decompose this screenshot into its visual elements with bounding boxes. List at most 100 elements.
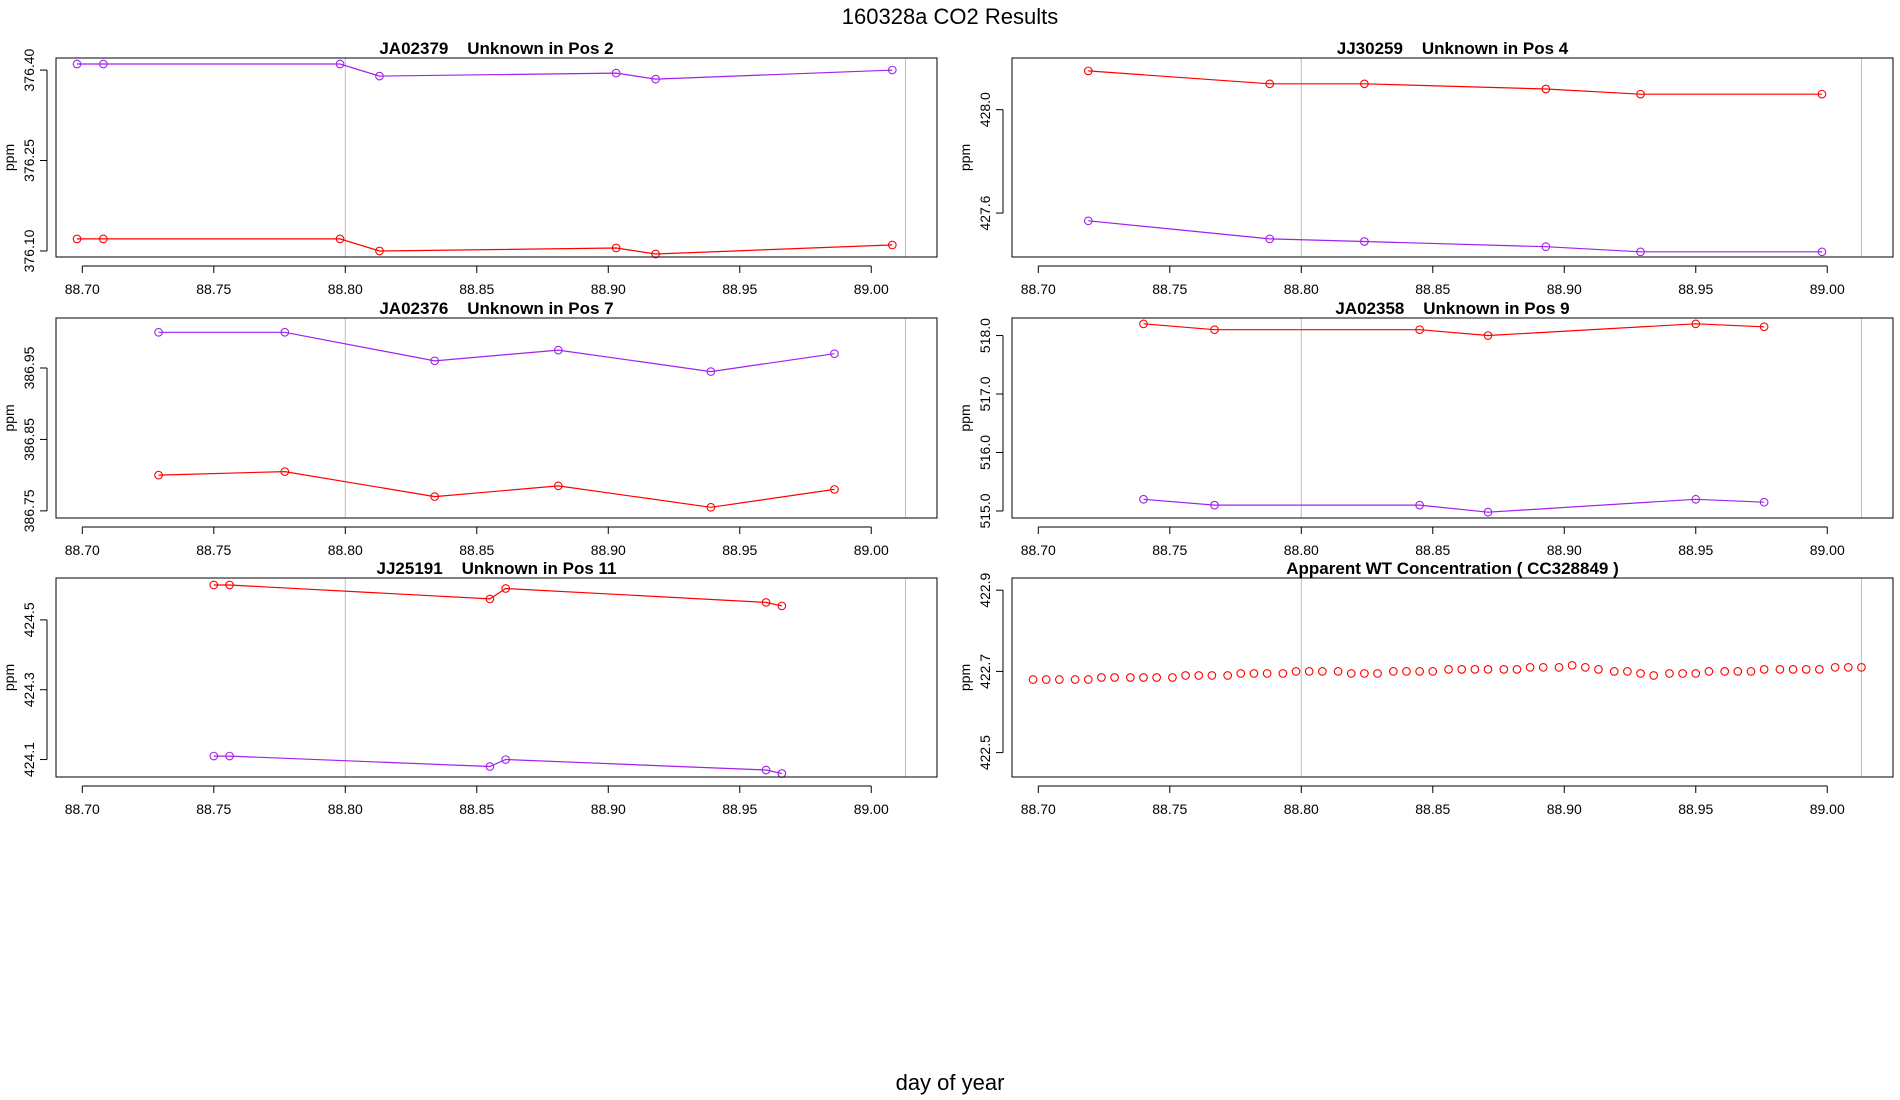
data-point bbox=[1788, 665, 1798, 674]
data-point bbox=[1083, 675, 1093, 684]
data-point bbox=[1512, 665, 1522, 674]
y-tick-label: 422.7 bbox=[977, 654, 993, 689]
y-axis-label: ppm bbox=[957, 144, 973, 171]
figure-title: 160328a CO2 Results bbox=[841, 4, 1059, 29]
data-point bbox=[1415, 667, 1424, 676]
data-point bbox=[1210, 500, 1219, 510]
x-tick-label: 88.90 bbox=[1547, 542, 1582, 558]
x-tick-label: 88.75 bbox=[196, 801, 231, 817]
data-point bbox=[501, 755, 511, 764]
x-tick-label: 88.95 bbox=[722, 281, 757, 297]
data-point bbox=[887, 240, 897, 250]
data-point bbox=[1041, 675, 1051, 684]
x-tick-label: 88.70 bbox=[65, 281, 100, 297]
panel-title: Apparent WT Concentration ( CC328849 ) bbox=[1286, 559, 1619, 578]
data-point bbox=[280, 327, 290, 337]
x-tick-label: 88.75 bbox=[1152, 801, 1187, 817]
data-point bbox=[72, 234, 82, 244]
data-point bbox=[830, 349, 839, 359]
data-point bbox=[280, 467, 290, 476]
x-tick-label: 88.70 bbox=[65, 542, 100, 558]
data-point bbox=[1636, 669, 1645, 678]
series-line-purple bbox=[213, 755, 782, 775]
data-point bbox=[98, 234, 108, 244]
x-tick-label: 88.90 bbox=[1547, 801, 1582, 817]
data-point bbox=[1388, 667, 1398, 676]
y-tick-label: 424.5 bbox=[21, 602, 37, 637]
data-point bbox=[375, 246, 384, 256]
x-tick-label: 88.85 bbox=[1415, 542, 1450, 558]
y-axis-label: ppm bbox=[957, 404, 973, 431]
data-point bbox=[225, 580, 234, 590]
data-point bbox=[1636, 89, 1645, 99]
data-point bbox=[1691, 319, 1701, 329]
data-point bbox=[1801, 665, 1811, 674]
series-line-purple bbox=[77, 63, 893, 80]
plot-frame bbox=[1011, 317, 1894, 519]
data-point bbox=[72, 59, 82, 69]
data-point bbox=[209, 751, 219, 761]
x-tick-label: 88.90 bbox=[591, 542, 626, 558]
y-tick-label: 422.9 bbox=[977, 572, 993, 607]
x-tick-label: 88.80 bbox=[1284, 542, 1319, 558]
y-axis-label: ppm bbox=[957, 664, 973, 691]
x-tick-label: 88.90 bbox=[1547, 281, 1582, 297]
data-point bbox=[1181, 671, 1190, 680]
data-point bbox=[1541, 242, 1551, 252]
plot-frame bbox=[55, 577, 938, 778]
data-point bbox=[1554, 662, 1564, 672]
y-tick-label: 515.0 bbox=[977, 493, 993, 528]
data-point bbox=[1210, 325, 1219, 335]
data-point bbox=[1139, 673, 1148, 682]
data-point bbox=[430, 492, 440, 501]
data-point bbox=[1415, 500, 1424, 510]
y-tick-label: 428.0 bbox=[977, 92, 993, 127]
data-point bbox=[1028, 675, 1038, 684]
data-point bbox=[1168, 673, 1177, 682]
x-tick-label: 88.95 bbox=[1678, 542, 1713, 558]
y-tick-label: 386.75 bbox=[21, 489, 37, 532]
plot-frame bbox=[1011, 577, 1894, 778]
data-point bbox=[1567, 660, 1577, 670]
panel-title: JA02376 Unknown in Pos 7 bbox=[379, 299, 613, 318]
data-point bbox=[1759, 322, 1769, 332]
data-point bbox=[1097, 673, 1106, 682]
data-point bbox=[651, 249, 660, 259]
chart-panel-5: 88.70 88.75 88.80 88.85 88.90 88.95 89.00 424.1… bbox=[1, 559, 938, 817]
y-tick-label: 376.40 bbox=[21, 48, 37, 91]
data-point bbox=[1402, 667, 1411, 676]
x-tick-label: 88.95 bbox=[722, 542, 757, 558]
data-point bbox=[1083, 216, 1093, 226]
data-point bbox=[1265, 234, 1275, 244]
data-point bbox=[611, 68, 621, 78]
data-point bbox=[1346, 669, 1356, 678]
panel-title: JA02379 Unknown in Pos 2 bbox=[379, 39, 613, 58]
plot-frame bbox=[1011, 57, 1894, 258]
figure-xlabel: day of year bbox=[895, 1070, 1005, 1095]
x-tick-label: 88.90 bbox=[591, 801, 626, 817]
series-line-purple bbox=[1088, 220, 1822, 253]
data-point bbox=[1360, 79, 1369, 89]
series-line-red bbox=[213, 584, 782, 607]
x-tick-label: 89.00 bbox=[1810, 281, 1845, 297]
data-point bbox=[1249, 669, 1259, 678]
data-point bbox=[1415, 325, 1424, 335]
data-point bbox=[1759, 497, 1769, 507]
x-tick-label: 88.90 bbox=[591, 281, 626, 297]
x-tick-label: 88.85 bbox=[1415, 281, 1450, 297]
data-point bbox=[485, 762, 495, 771]
x-tick-label: 88.85 bbox=[459, 801, 494, 817]
x-tick-label: 88.70 bbox=[1021, 542, 1056, 558]
x-tick-label: 88.75 bbox=[1152, 542, 1187, 558]
data-point bbox=[761, 598, 771, 607]
x-tick-label: 88.70 bbox=[65, 801, 100, 817]
data-point bbox=[1525, 662, 1535, 672]
data-point bbox=[1817, 247, 1827, 257]
data-point bbox=[706, 502, 716, 512]
x-tick-label: 88.95 bbox=[722, 801, 757, 817]
data-point bbox=[1538, 662, 1548, 672]
data-point bbox=[706, 367, 716, 376]
data-point bbox=[1691, 494, 1701, 504]
data-point bbox=[1125, 673, 1135, 682]
data-point bbox=[1843, 662, 1853, 672]
